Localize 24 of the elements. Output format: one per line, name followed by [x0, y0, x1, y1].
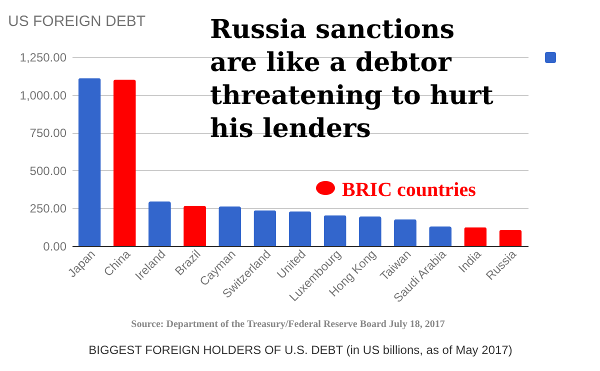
bar: [464, 227, 487, 246]
bar: [288, 212, 312, 246]
y-tick-label: 1,250.00: [20, 50, 67, 64]
bar: [148, 202, 171, 246]
bar: [218, 206, 242, 246]
y-tick-label: 750.00: [30, 126, 67, 140]
bar: [184, 206, 206, 246]
bar: [429, 226, 452, 246]
source-note: Source: Department of the Treasury/Federal Reserve Board July 18, 2017: [131, 319, 445, 330]
annotation: BRIC countries: [342, 179, 476, 201]
bar: [78, 78, 101, 246]
annotation: Russia sanctions are like a debtor threatening to hurt his lenders: [210, 15, 494, 144]
y-tick-label: 500.00: [30, 164, 67, 178]
bar: [358, 216, 382, 246]
y-tick-label: 250.00: [30, 202, 67, 216]
bar: [394, 219, 416, 246]
bar: [499, 230, 522, 246]
chart-title: US FOREIGN DEBT: [8, 13, 146, 30]
bar: [113, 80, 136, 246]
bar: [324, 215, 346, 246]
x-axis-title: BIGGEST FOREIGN HOLDERS OF U.S. DEBT (in US billions, as of May 2017): [88, 342, 512, 357]
bar: [254, 210, 276, 246]
y-tick-label: 1,000.00: [20, 88, 67, 102]
y-tick-label: 0.00: [43, 240, 67, 254]
